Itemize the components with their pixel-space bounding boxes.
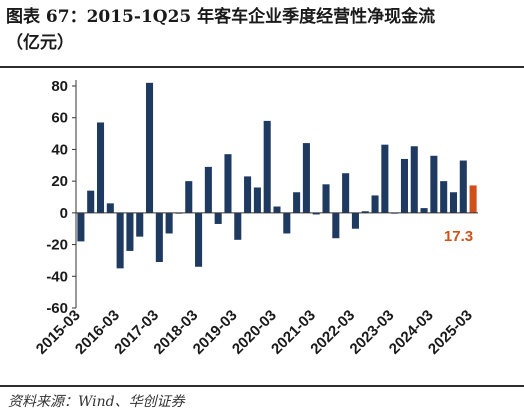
bar <box>146 82 154 213</box>
bar <box>351 212 359 229</box>
bar <box>96 122 105 213</box>
bar <box>136 212 144 237</box>
bar <box>449 192 458 213</box>
y-tick-label: 40 <box>51 141 68 158</box>
y-tick-label: -40 <box>46 268 68 285</box>
bar <box>244 176 252 213</box>
y-tick-label: -20 <box>46 237 68 254</box>
bar <box>234 212 242 240</box>
y-tick-label: 60 <box>51 110 68 127</box>
bar <box>371 195 379 213</box>
bar <box>322 184 330 213</box>
bar <box>410 146 418 213</box>
bar <box>430 155 438 213</box>
last-value-label: 17.3 <box>444 228 473 245</box>
y-tick-label: 20 <box>51 173 68 190</box>
bar-series <box>77 82 477 269</box>
bar <box>195 212 203 267</box>
bar <box>106 203 114 213</box>
annotations: 17.3 <box>444 228 473 245</box>
bar <box>283 212 291 234</box>
bar <box>224 154 232 213</box>
x-tick-label: 2025-03 <box>425 307 476 358</box>
unit-label: （亿元） <box>6 33 74 53</box>
bar <box>381 144 389 213</box>
bottom-divider <box>0 385 524 387</box>
bar <box>126 212 134 251</box>
y-tick-label: 80 <box>51 78 68 95</box>
y-tick-label: 0 <box>60 205 68 222</box>
bar <box>400 158 408 213</box>
bar <box>440 181 448 213</box>
bar <box>204 166 212 213</box>
bar <box>273 206 281 213</box>
source-note: 资料来源：Wind、华创证券 <box>8 394 185 410</box>
bar <box>420 208 428 213</box>
top-divider <box>0 66 524 68</box>
bar <box>214 212 222 224</box>
bar <box>293 192 301 213</box>
bar <box>263 120 271 213</box>
bar <box>361 211 369 213</box>
bar <box>332 212 340 239</box>
bar <box>185 181 193 213</box>
x-axis: 2015-032016-032017-032018-032019-032020-… <box>33 212 478 358</box>
bar <box>116 212 124 269</box>
bar <box>342 173 350 213</box>
bar-highlight <box>469 185 477 213</box>
bar <box>155 212 163 263</box>
bar-chart: 80 60 40 20 0 -20 -40 -60 2015-032016-032017-03… <box>33 78 478 358</box>
bar <box>87 190 95 213</box>
y-axis: 80 60 40 20 0 -20 -40 -60 <box>46 78 77 317</box>
bar <box>312 212 320 215</box>
bar <box>253 187 261 213</box>
chart-title: 图表 67：2015-1Q25 年客车企业季度经营性净现金流 <box>6 7 436 27</box>
y-tick-label: -60 <box>46 300 68 317</box>
bar <box>302 143 310 213</box>
bar <box>459 160 467 213</box>
bar <box>77 212 85 242</box>
bar <box>165 212 173 234</box>
